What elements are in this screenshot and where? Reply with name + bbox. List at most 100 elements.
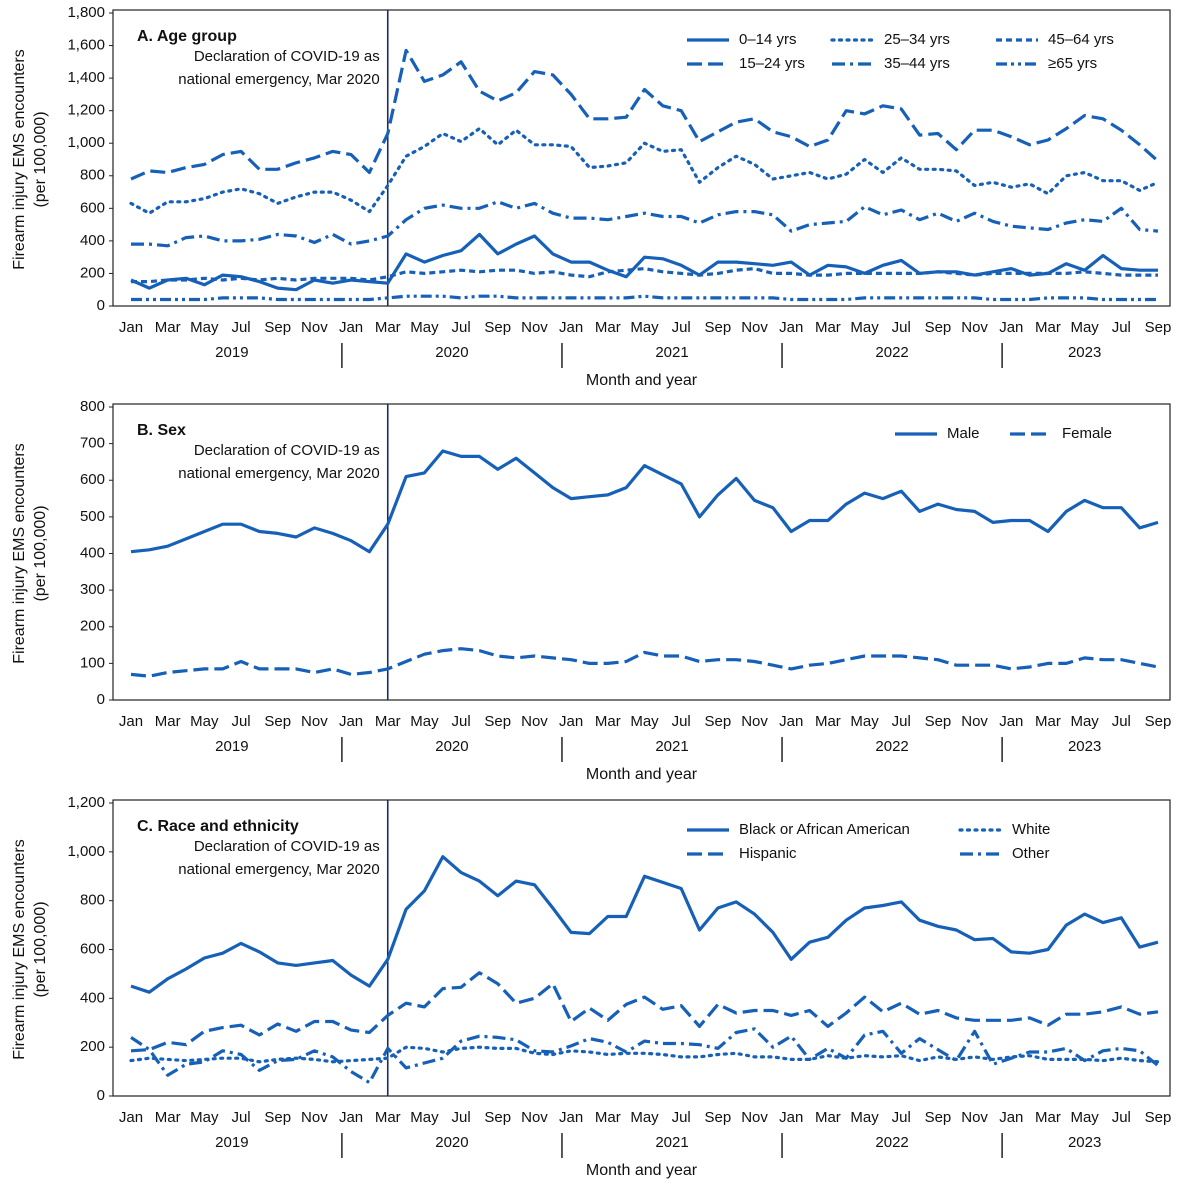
- x-tick-label: Nov: [961, 713, 988, 730]
- series-line: [130, 1027, 1160, 1085]
- x-tick-label: May: [630, 713, 659, 730]
- y-tick-label: 200: [80, 618, 105, 635]
- x-tick-label: May: [410, 319, 439, 336]
- x-tick-label: Jan: [339, 713, 363, 730]
- series-line: [130, 855, 1159, 994]
- x-tick-label: Nov: [961, 1109, 988, 1126]
- x-tick-label: Mar: [375, 1109, 401, 1126]
- series-line: [130, 971, 1159, 1053]
- legend-label: 35–44 yrs: [884, 55, 950, 72]
- y-tick-label: 600: [80, 471, 105, 488]
- legend-label: 45–64 yrs: [1048, 31, 1114, 48]
- y-tick-label: 800: [80, 167, 105, 184]
- x-tick-label: Nov: [521, 1109, 548, 1126]
- series-line: [131, 200, 1159, 248]
- x-tick-label: Mar: [155, 319, 181, 336]
- x-tick-label: Mar: [1035, 319, 1061, 336]
- panel: 0 100 200 300 400 500 600 700 800 Firearm injury …: [11, 398, 1171, 783]
- year-label: 2023: [1068, 344, 1101, 361]
- year-label: 2022: [875, 738, 908, 755]
- y-tick-label: 0: [97, 297, 105, 314]
- y-tick-label: 200: [80, 1038, 105, 1055]
- legend-label: Other: [1012, 845, 1050, 862]
- legend-label: 0–14 yrs: [739, 31, 797, 48]
- year-label: 2020: [435, 738, 468, 755]
- x-tick-label: Sep: [484, 319, 511, 336]
- y-axis-label: (per 100,000): [32, 505, 49, 601]
- x-tick-label: Mar: [155, 1109, 181, 1126]
- x-tick-label: Nov: [521, 713, 548, 730]
- year-label: 2022: [875, 344, 908, 361]
- y-tick-label: 1,800: [67, 4, 105, 21]
- x-tick-label: Jan: [779, 319, 803, 336]
- y-tick-label: 400: [80, 232, 105, 249]
- x-tick-label: Nov: [741, 319, 768, 336]
- x-tick-label: Sep: [264, 1109, 291, 1126]
- x-tick-label: May: [190, 1109, 219, 1126]
- y-tick-label: 1,000: [67, 843, 105, 860]
- x-tick-label: Jul: [672, 319, 691, 336]
- y-axis-label: Firearm injury EMS encounters: [11, 839, 28, 1060]
- year-label: 2020: [435, 1134, 468, 1151]
- y-tick-label: 200: [80, 264, 105, 281]
- x-tick-label: Jan: [999, 319, 1023, 336]
- x-axis-label: Month and year: [586, 372, 698, 389]
- x-axis-label: Month and year: [586, 1162, 698, 1179]
- x-tick-label: Mar: [815, 1109, 841, 1126]
- x-tick-label: Sep: [1145, 1109, 1172, 1126]
- y-tick-label: 800: [80, 398, 105, 415]
- x-tick-label: Mar: [815, 713, 841, 730]
- y-tick-label: 600: [80, 199, 105, 216]
- y-tick-label: 1,600: [67, 37, 105, 54]
- year-label: 2019: [215, 344, 248, 361]
- x-tick-label: Jul: [892, 1109, 911, 1126]
- x-tick-label: May: [1070, 713, 1099, 730]
- x-tick-label: Nov: [301, 713, 328, 730]
- annotation: national emergency, Mar 2020: [178, 861, 380, 878]
- series-line: [130, 232, 1158, 292]
- series-line: [130, 647, 1159, 678]
- x-tick-label: Jul: [231, 1109, 250, 1126]
- y-tick-label: 1,000: [67, 134, 105, 151]
- x-tick-label: Jul: [892, 713, 911, 730]
- y-tick-label: 500: [80, 508, 105, 525]
- x-tick-label: Jul: [452, 1109, 471, 1126]
- x-tick-label: Jan: [999, 1109, 1023, 1126]
- legend-label: Male: [947, 425, 980, 442]
- x-tick-label: Jul: [892, 319, 911, 336]
- x-tick-label: Jan: [559, 319, 583, 336]
- year-label: 2023: [1068, 1134, 1101, 1151]
- x-tick-label: May: [190, 713, 219, 730]
- x-tick-label: Mar: [1035, 713, 1061, 730]
- legend-label: 15–24 yrs: [739, 55, 805, 72]
- legend-label: Female: [1062, 425, 1112, 442]
- panel: 0 200 400 600 800 1,000 1,200 1,400 1,600 1,800 Fi…: [11, 4, 1171, 389]
- y-axis-label: (per 100,000): [32, 901, 49, 997]
- x-tick-label: Nov: [741, 713, 768, 730]
- x-axis-label: Month and year: [586, 766, 698, 783]
- y-tick-label: 1,200: [67, 794, 105, 811]
- x-tick-label: Sep: [925, 319, 952, 336]
- annotation: national emergency, Mar 2020: [178, 465, 380, 482]
- x-tick-label: Mar: [595, 319, 621, 336]
- x-tick-label: Sep: [1145, 319, 1172, 336]
- x-tick-label: Sep: [264, 319, 291, 336]
- x-tick-label: May: [850, 713, 879, 730]
- y-axis-label: (per 100,000): [32, 111, 49, 207]
- x-tick-label: Sep: [925, 1109, 952, 1126]
- x-tick-label: Jan: [999, 713, 1023, 730]
- legend-label: Hispanic: [739, 845, 797, 862]
- year-label: 2020: [435, 344, 468, 361]
- x-tick-label: Jan: [559, 1109, 583, 1126]
- x-tick-label: May: [410, 713, 439, 730]
- year-label: 2019: [215, 1134, 248, 1151]
- x-tick-label: Jan: [119, 319, 143, 336]
- y-tick-label: 400: [80, 989, 105, 1006]
- x-tick-label: Jan: [779, 713, 803, 730]
- y-tick-label: 0: [97, 1087, 105, 1104]
- plot-frame: [112, 9, 1171, 307]
- series-line: [131, 267, 1158, 284]
- y-tick-label: 1,400: [67, 69, 105, 86]
